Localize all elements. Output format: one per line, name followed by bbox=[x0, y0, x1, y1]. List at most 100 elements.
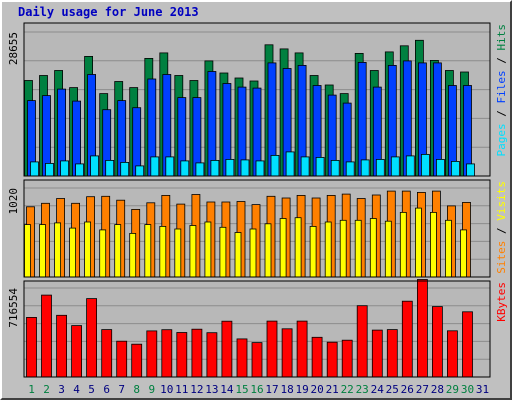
bar-kbytes-day-1 bbox=[26, 316, 37, 378]
bar-pages-day-2 bbox=[45, 162, 54, 177]
bar-pages-day-26 bbox=[405, 155, 415, 177]
panel-2-border bbox=[23, 179, 491, 278]
bar-visits-day-22 bbox=[339, 219, 347, 278]
bar-visits-day-29 bbox=[444, 219, 452, 278]
bar-visits-day-8 bbox=[129, 232, 137, 278]
x-tick-day-15: 15 bbox=[235, 383, 248, 396]
x-tick-day-7: 7 bbox=[118, 383, 125, 396]
bar-visits-day-10 bbox=[159, 225, 167, 278]
bar-pages-day-30 bbox=[466, 163, 475, 177]
bar-pages-day-25 bbox=[390, 156, 400, 177]
bar-kbytes-day-8 bbox=[131, 343, 143, 378]
bar-pages-day-27 bbox=[420, 153, 430, 177]
bar-kbytes-day-4 bbox=[71, 325, 82, 378]
x-tick-day-12: 12 bbox=[190, 383, 203, 396]
bar-visits-day-5 bbox=[84, 221, 91, 278]
bar-pages-day-20 bbox=[315, 156, 325, 177]
bar-pages-day-5 bbox=[90, 155, 99, 177]
bar-pages-day-22 bbox=[345, 161, 355, 177]
bar-pages-day-29 bbox=[450, 160, 460, 177]
bar-visits-day-6 bbox=[99, 229, 107, 278]
bar-pages-day-1 bbox=[30, 161, 39, 177]
bar-pages-day-7 bbox=[120, 161, 130, 177]
bar-kbytes-day-28 bbox=[431, 306, 443, 378]
bar-pages-day-11 bbox=[180, 160, 190, 177]
x-tick-day-27: 27 bbox=[416, 383, 429, 396]
bar-kbytes-day-16 bbox=[251, 342, 263, 378]
bar-kbytes-day-25 bbox=[386, 329, 398, 378]
panel-1-border bbox=[23, 22, 491, 177]
bar-kbytes-day-30 bbox=[462, 311, 473, 378]
panel-2-legend: Sites / Visits bbox=[495, 181, 508, 274]
bar-kbytes-day-21 bbox=[326, 341, 338, 378]
bar-visits-day-17 bbox=[264, 223, 272, 278]
x-tick-day-29: 29 bbox=[446, 383, 459, 396]
bar-kbytes-day-18 bbox=[281, 328, 293, 378]
bar-visits-day-9 bbox=[144, 224, 152, 278]
bar-pages-day-23 bbox=[360, 159, 370, 177]
bar-visits-day-1 bbox=[24, 224, 31, 278]
bar-kbytes-day-15 bbox=[236, 338, 248, 378]
bar-pages-day-8 bbox=[135, 165, 145, 177]
legend-hits: Hits bbox=[495, 24, 508, 51]
bar-pages-day-24 bbox=[375, 158, 385, 177]
x-tick-day-5: 5 bbox=[88, 383, 95, 396]
x-tick-day-8: 8 bbox=[133, 383, 140, 396]
bar-kbytes-day-19 bbox=[296, 320, 308, 378]
bar-pages-day-21 bbox=[330, 159, 340, 177]
bar-visits-day-15 bbox=[234, 232, 242, 278]
bar-pages-day-16 bbox=[255, 160, 265, 177]
x-tick-day-31: 31 bbox=[476, 383, 489, 396]
bar-pages-day-19 bbox=[300, 156, 310, 177]
bar-visits-day-27 bbox=[414, 207, 422, 278]
x-tick-day-11: 11 bbox=[175, 383, 188, 396]
bar-visits-day-2 bbox=[39, 224, 46, 278]
bar-visits-day-11 bbox=[174, 228, 182, 278]
bar-kbytes-day-10 bbox=[161, 329, 173, 378]
bar-kbytes-day-17 bbox=[266, 320, 278, 378]
bar-pages-day-4 bbox=[75, 163, 84, 177]
bar-visits-day-20 bbox=[309, 225, 317, 278]
panel-3-max-label: 716554 bbox=[7, 288, 20, 328]
x-tick-day-6: 6 bbox=[103, 383, 110, 396]
x-tick-day-16: 16 bbox=[250, 383, 263, 396]
bar-visits-day-14 bbox=[219, 226, 227, 278]
bar-visits-day-24 bbox=[369, 218, 377, 278]
legend-separator: / bbox=[495, 104, 508, 124]
bar-files-day-23 bbox=[357, 62, 367, 177]
x-tick-day-20: 20 bbox=[310, 383, 323, 396]
bar-pages-day-9 bbox=[150, 156, 160, 177]
bar-kbytes-day-20 bbox=[311, 336, 323, 378]
bar-pages-day-13 bbox=[210, 159, 220, 177]
bar-pages-day-17 bbox=[270, 154, 280, 177]
bar-visits-day-12 bbox=[189, 225, 197, 278]
x-tick-day-28: 28 bbox=[431, 383, 444, 396]
legend-separator: / bbox=[495, 221, 508, 241]
x-tick-day-18: 18 bbox=[280, 383, 293, 396]
legend-visits: Visits bbox=[495, 181, 508, 221]
bar-kbytes-day-12 bbox=[191, 328, 203, 378]
bar-kbytes-day-13 bbox=[206, 332, 218, 378]
bar-visits-day-26 bbox=[399, 211, 407, 278]
panel-1-max-label: 28655 bbox=[7, 32, 20, 65]
x-tick-day-30: 30 bbox=[461, 383, 474, 396]
bar-files-day-30 bbox=[463, 85, 472, 177]
x-tick-day-22: 22 bbox=[341, 383, 354, 396]
x-tick-day-2: 2 bbox=[43, 383, 50, 396]
x-tick-day-19: 19 bbox=[295, 383, 308, 396]
x-tick-day-14: 14 bbox=[220, 383, 234, 396]
bar-kbytes-day-7 bbox=[116, 340, 128, 378]
bar-visits-day-30 bbox=[460, 229, 467, 278]
bar-visits-day-18 bbox=[279, 218, 287, 278]
chart-title: Daily usage for June 2013 bbox=[18, 5, 199, 19]
bar-pages-day-18 bbox=[285, 151, 295, 177]
bar-kbytes-day-9 bbox=[146, 330, 158, 378]
x-tick-day-26: 26 bbox=[401, 383, 414, 396]
legend-pages: Pages bbox=[495, 123, 508, 156]
x-tick-day-23: 23 bbox=[356, 383, 369, 396]
bar-pages-day-3 bbox=[60, 160, 69, 177]
x-tick-day-10: 10 bbox=[160, 383, 173, 396]
bar-kbytes-day-5 bbox=[86, 298, 97, 378]
bar-pages-day-28 bbox=[435, 158, 445, 177]
